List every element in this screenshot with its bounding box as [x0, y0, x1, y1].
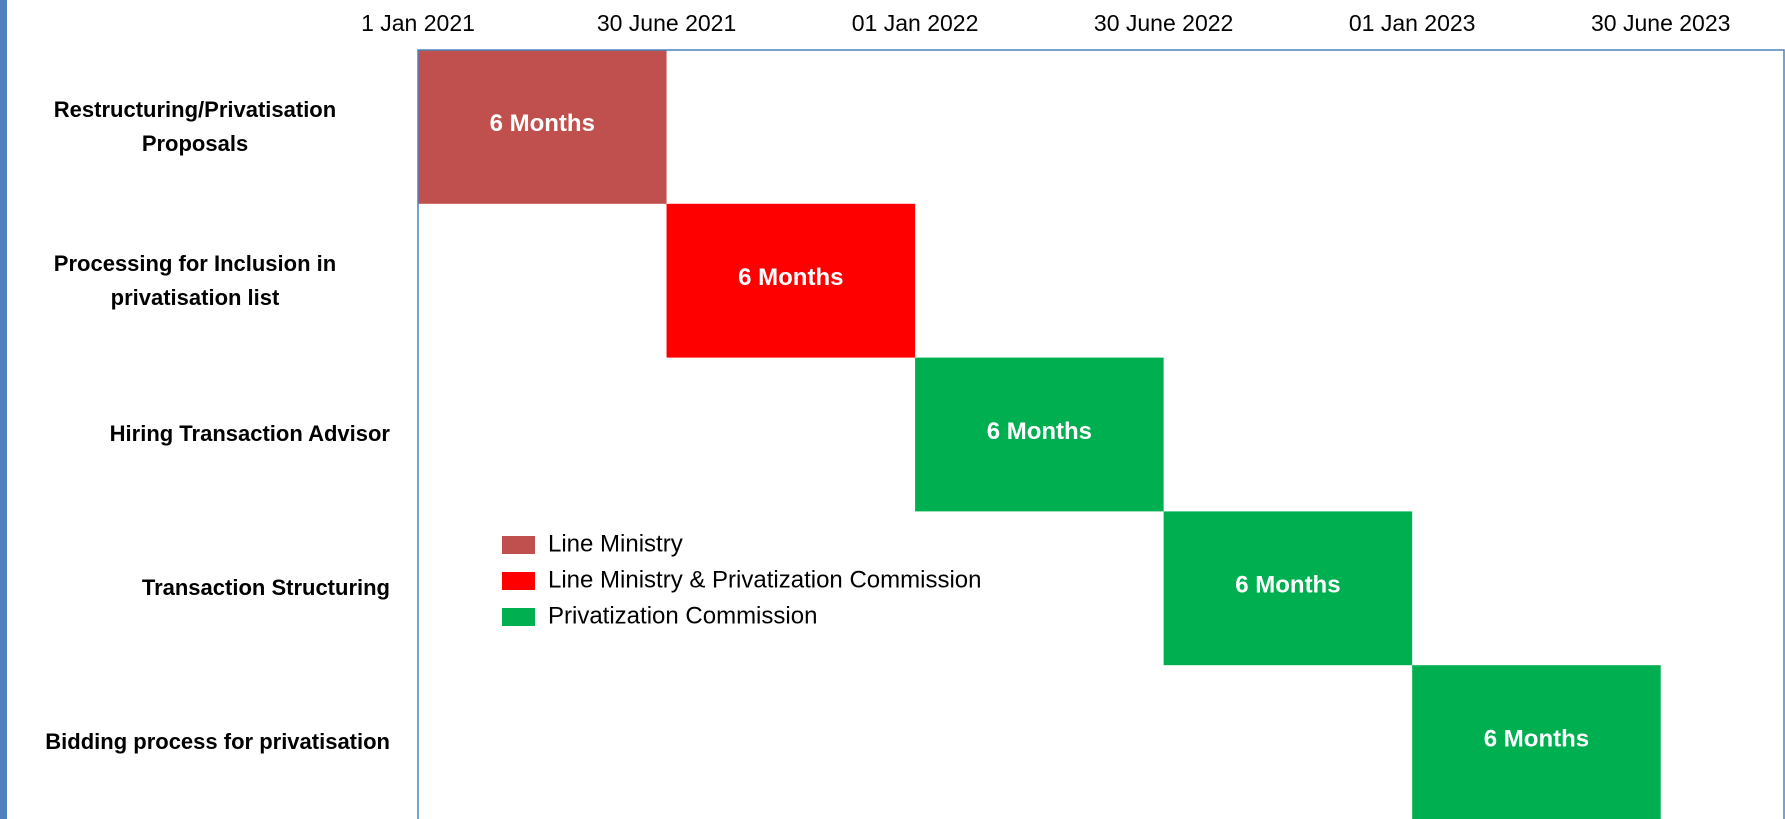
legend-label: Line Ministry & Privatization Commission — [548, 566, 981, 593]
x-tick-label: 30 June 2023 — [1591, 10, 1730, 36]
bar-label: 6 Months — [987, 418, 1092, 445]
task-label-row: Bidding process for privatisation — [45, 665, 390, 819]
task-label: Processing for Inclusion in privatisatio… — [53, 250, 337, 310]
bar — [666, 203, 916, 358]
x-tick-label: 01 Jan 2023 — [1349, 10, 1476, 36]
legend-label: Line Ministry — [548, 530, 683, 557]
legend-swatch — [502, 572, 535, 590]
task-label-row: Hiring Transaction Advisor — [110, 358, 390, 512]
x-tick-label: 01 Jan 2022 — [852, 10, 979, 36]
bar-label: 6 Months — [738, 264, 843, 291]
task-label: Hiring Transaction Advisor — [109, 421, 390, 447]
task-label: Bidding process for privatisation — [45, 729, 390, 755]
x-tick-label: 30 June 2022 — [1094, 10, 1233, 36]
bar — [418, 50, 667, 204]
legend-label: Privatization Commission — [548, 602, 817, 629]
task-label: Restructuring/Privatisation Proposals — [53, 96, 337, 156]
bar-label: 6 Months — [1484, 725, 1589, 752]
x-tick-label: 30 June 2021 — [597, 10, 736, 36]
bar-label: 6 Months — [1235, 572, 1340, 599]
bar-label: 6 Months — [490, 110, 595, 137]
left-border — [0, 0, 7, 819]
task-label: Transaction Structuring — [141, 575, 390, 601]
legend-swatch — [502, 608, 535, 626]
task-label-row: Processing for Inclusion in privatisatio… — [0, 204, 390, 358]
x-tick-label: 1 Jan 2021 — [361, 10, 475, 36]
bar — [915, 357, 1164, 512]
legend-swatch — [502, 536, 535, 554]
bar — [1412, 665, 1661, 819]
task-label-row: Restructuring/Privatisation Proposals — [0, 50, 390, 204]
plot-frame — [417, 49, 1785, 819]
bar — [1163, 511, 1413, 666]
task-label-row: Transaction Structuring — [142, 511, 390, 665]
